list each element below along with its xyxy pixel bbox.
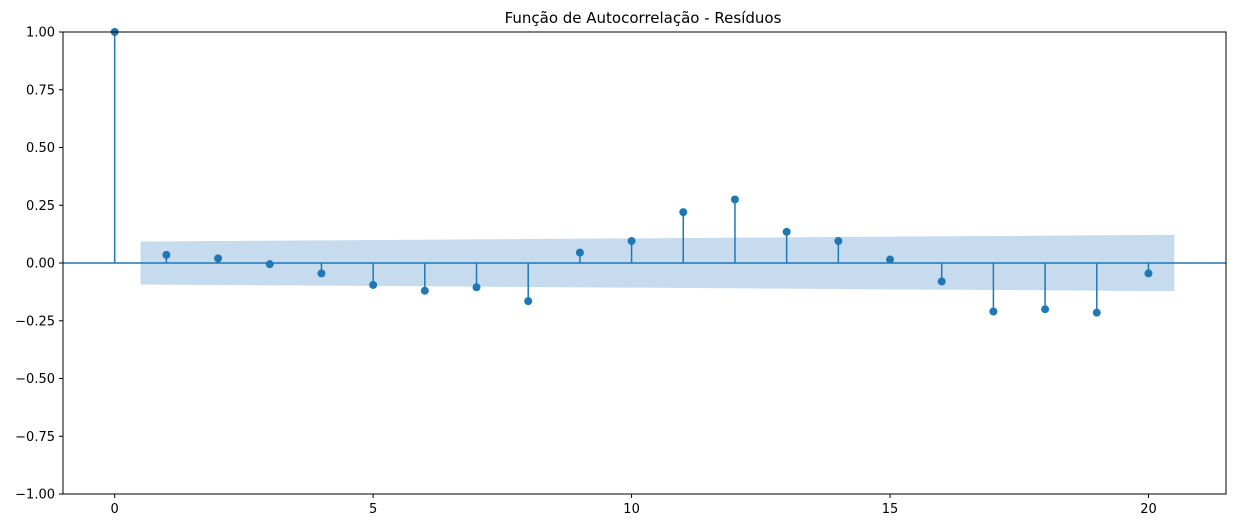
x-tick-label: 20 [1140,502,1157,517]
y-tick-label: 0.25 [26,199,55,214]
stems-layer [110,28,1153,317]
y-tick-label: 1.00 [26,26,55,41]
y-tick-label: −1.00 [15,488,55,503]
stem-marker-lag-7 [472,283,481,292]
stem-marker-lag-20 [1144,269,1153,278]
stem-marker-lag-8 [524,297,533,306]
y-tick-label: −0.50 [15,372,55,387]
y-tick-label: 0.00 [26,257,55,272]
y-axis-ticks: 1.00 0.75 0.50 0.25 0.00 −0.25 −0.50 −0.75 −1.00 [15,26,63,503]
x-tick-label: 5 [369,502,377,517]
x-tick-label: 15 [882,502,899,517]
stem-marker-lag-17 [989,307,998,316]
y-tick-label: −0.25 [15,314,55,329]
x-axis-ticks: 0 5 10 15 20 [111,494,1157,517]
y-tick-label: 0.50 [26,141,55,156]
stem-marker-lag-3 [265,260,274,269]
stem-marker-lag-6 [420,286,429,295]
stem-marker-lag-18 [1041,305,1050,314]
x-tick-label: 0 [111,502,119,517]
y-tick-label: −0.75 [15,430,55,445]
stem-marker-lag-10 [627,237,636,246]
stem-marker-lag-1 [162,250,171,259]
stem-marker-lag-5 [369,280,378,289]
stem-marker-lag-11 [679,208,688,217]
x-tick-label: 10 [623,502,640,517]
stem-marker-lag-14 [834,237,843,246]
stem-marker-lag-4 [317,269,326,278]
stem-marker-lag-12 [730,195,739,204]
stem-marker-lag-9 [575,248,584,257]
stem-marker-lag-2 [214,254,223,263]
stem-marker-lag-13 [782,227,791,236]
chart-title: Função de Autocorrelação - Resíduos [505,9,782,27]
stem-marker-lag-16 [937,277,946,286]
stem-marker-lag-19 [1092,308,1101,317]
y-tick-label: 0.75 [26,83,55,98]
stem-marker-lag-15 [886,255,895,264]
